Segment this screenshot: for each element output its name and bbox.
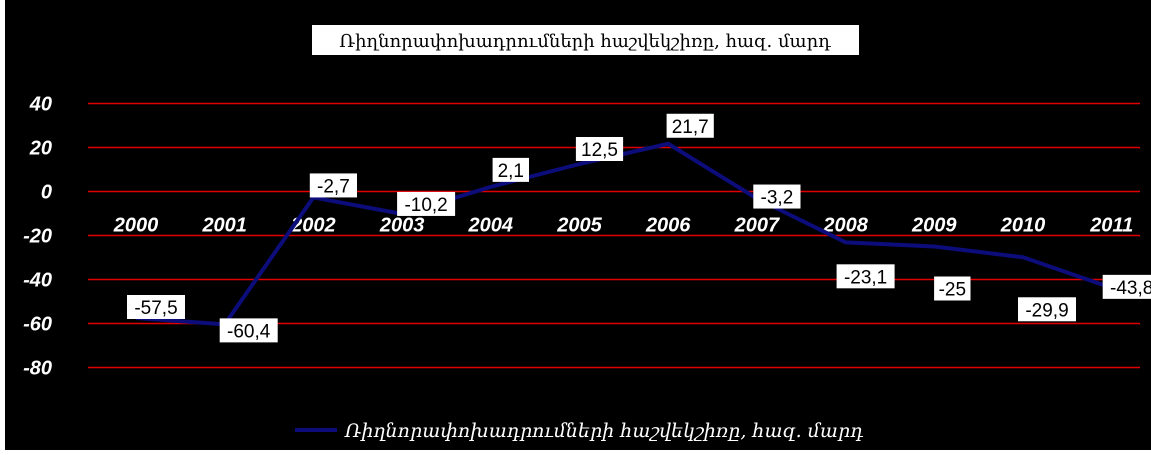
y-tick-label: -20 — [23, 226, 52, 248]
data-label-text: -57,5 — [134, 298, 177, 319]
data-label-box — [397, 191, 456, 216]
data-label-box — [1018, 297, 1076, 322]
y-tick-label: 0 — [41, 182, 52, 204]
data-label-box — [219, 318, 278, 343]
data-label-box — [753, 184, 801, 209]
x-tick-label: 2000 — [113, 215, 159, 237]
data-label-text: 21,7 — [672, 117, 709, 138]
data-label-text: -29,9 — [1025, 300, 1068, 321]
data-label-text: -2,7 — [317, 176, 350, 197]
data-label-text: -60,4 — [227, 321, 271, 342]
data-label-text: -10,2 — [404, 195, 447, 216]
x-tick-label: 2004 — [468, 215, 514, 237]
data-label: -43,8 — [1102, 274, 1151, 299]
data-label: -2,7 — [309, 173, 357, 198]
data-label: -3,2 — [753, 184, 801, 209]
chart-title-box — [312, 25, 859, 55]
data-label-box — [492, 157, 529, 182]
data-label: 12,5 — [575, 137, 624, 161]
x-tick-label: 2005 — [556, 215, 602, 237]
x-tick-label: 2003 — [379, 215, 425, 237]
chart-title: Ռիղնորափոխադրումների հաշվեկշիռը, հազ. մա… — [312, 25, 859, 55]
x-axis-tick-labels: 2000 2001 2002 2003 2004 2005 2006 2007 2008 2009… — [113, 215, 1133, 237]
data-label-box — [836, 264, 895, 289]
y-tick-label: 20 — [29, 138, 52, 160]
data-label-text: -23,1 — [844, 267, 887, 288]
data-label: -29,9 — [1018, 297, 1076, 322]
x-tick-label: 2007 — [734, 215, 780, 237]
data-label-box — [127, 295, 185, 319]
data-label-box — [934, 276, 971, 301]
x-tick-label: 2011 — [1089, 215, 1133, 237]
legend-label: Ռիղնորափոխադրումների հաշվեկշիռը, հազ. մա… — [344, 420, 863, 442]
data-label-box — [309, 173, 357, 198]
chart-background — [5, 0, 1151, 450]
series-line-layer — [135, 141, 1113, 327]
x-tick-label: 2001 — [201, 215, 247, 237]
data-label: 21,7 — [666, 113, 714, 138]
series-line — [135, 141, 1113, 327]
data-label-text: -43,8 — [1110, 278, 1151, 299]
y-tick-label: -60 — [23, 314, 52, 336]
data-label: -57,5 — [127, 295, 185, 319]
data-label: -23,1 — [836, 264, 895, 289]
y-tick-label: 40 — [29, 94, 52, 116]
legend: Ռիղնորափոխադրումների հաշվեկշիռը, հազ. մա… — [295, 420, 863, 442]
data-label-text: -3,2 — [761, 188, 794, 209]
y-tick-label: -40 — [23, 270, 52, 292]
data-label-box — [1102, 274, 1151, 299]
data-label: -60,4 — [219, 318, 278, 343]
x-tick-label: 2008 — [822, 215, 868, 237]
y-axis-tick-labels: 40 20 0 -20 -40 -60 -80 — [23, 94, 52, 380]
data-label-text: 12,5 — [581, 140, 618, 161]
data-label: -10,2 — [397, 191, 456, 216]
data-label-box — [666, 113, 714, 138]
data-label-text: -25 — [939, 280, 966, 301]
x-tick-label: 2009 — [911, 215, 957, 237]
data-label: -25 — [934, 276, 971, 301]
chart-title-text: Ռիղնորափոխադրումների հաշվեկշիռը, հազ. մա… — [339, 31, 831, 52]
x-tick-label: 2002 — [290, 215, 336, 237]
y-tick-label: -80 — [23, 358, 52, 380]
x-tick-label: 2010 — [1000, 215, 1046, 237]
data-label: 2,1 — [492, 157, 529, 182]
x-tick-label: 2006 — [645, 215, 691, 237]
data-labels: -57,5 -60,4 -2,7 -10,2 2,1 12,5 21,7 -3,2 -23,1 -… — [127, 113, 1151, 343]
data-label-text: 2,1 — [498, 161, 524, 182]
data-label-box — [575, 137, 624, 161]
